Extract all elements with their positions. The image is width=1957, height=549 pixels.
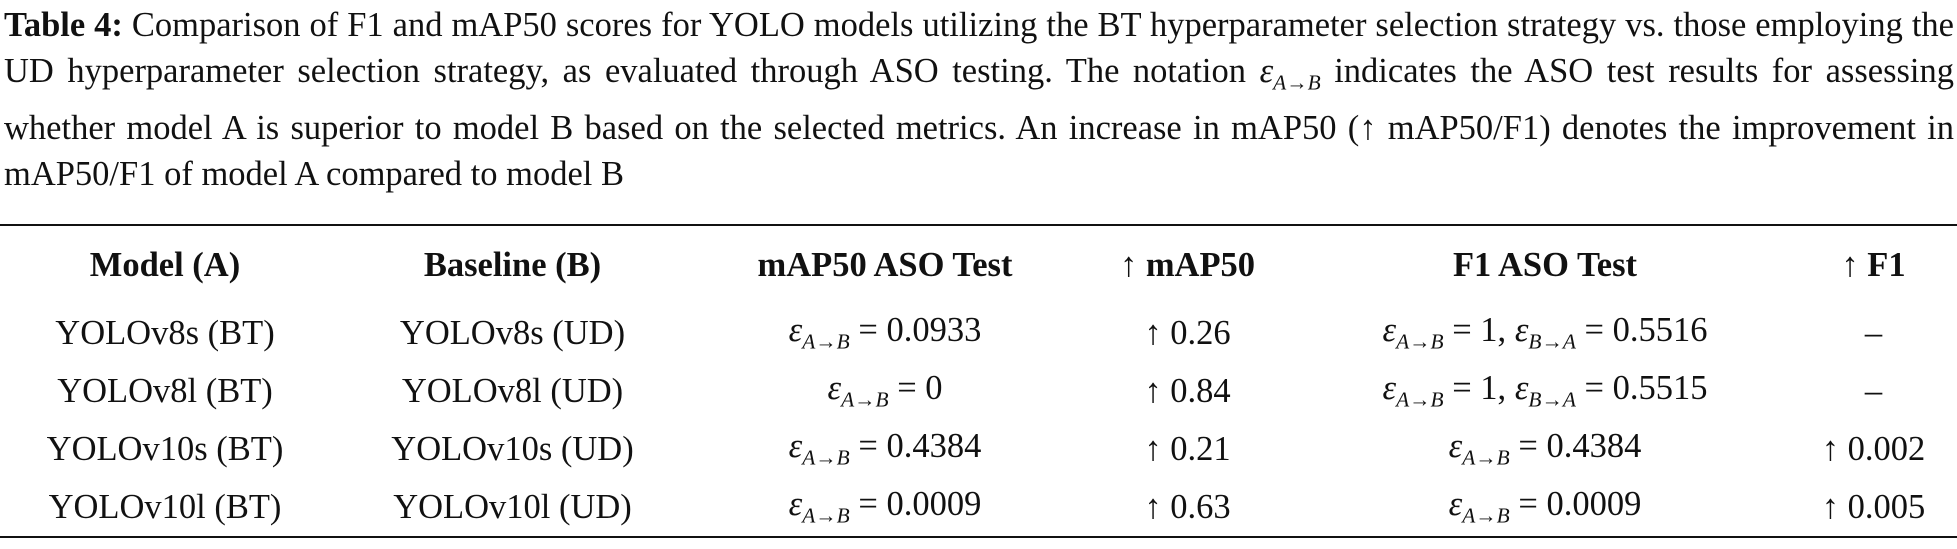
table-cell: YOLOv8s (UD) bbox=[330, 304, 695, 362]
math-symbol: ε bbox=[788, 311, 803, 350]
text: = 0.5515 bbox=[1575, 369, 1708, 408]
math-symbol: ε bbox=[827, 369, 842, 408]
header-cell: ↑ F1 bbox=[1841, 245, 1906, 284]
math-symbol: ε bbox=[1514, 369, 1529, 408]
text: YOLOv8l (BT) bbox=[57, 371, 273, 410]
math-symbol: ε bbox=[1382, 311, 1397, 350]
table-body: YOLOv8s (BT) YOLOv8s (UD) εA→B = 0.0933 ↑ 0… bbox=[0, 304, 1957, 537]
text: YOLOv8s (UD) bbox=[399, 313, 626, 352]
bold-text: Table 4: bbox=[4, 6, 123, 44]
text: = 0.0009 bbox=[849, 485, 982, 524]
math-symbol: ε bbox=[788, 427, 803, 466]
text: = 0.4384 bbox=[1509, 427, 1642, 466]
table-row: YOLOv10l (BT) YOLOv10l (UD) εA→B = 0.0009 ↑… bbox=[0, 478, 1957, 537]
subscript: A→B bbox=[1273, 70, 1321, 95]
text: ↑ 0.63 bbox=[1144, 487, 1231, 526]
table-row: YOLOv10s (BT) YOLOv10s (UD) εA→B = 0.4384 ↑… bbox=[0, 420, 1957, 478]
math-symbol: ε bbox=[1448, 427, 1463, 466]
text: = 1, bbox=[1443, 311, 1515, 350]
subscript: B→A bbox=[1528, 329, 1576, 354]
table-cell: YOLOv8l (UD) bbox=[330, 362, 695, 420]
caption: Table 4: Comparison of F1 and mAP50 scor… bbox=[4, 2, 1954, 197]
text: = 0.0009 bbox=[1509, 485, 1642, 524]
text: ↑ 0.84 bbox=[1144, 371, 1231, 410]
subscript: A→B bbox=[1462, 445, 1510, 470]
table-cell: YOLOv8l (BT) bbox=[0, 362, 330, 420]
text: YOLOv8s (BT) bbox=[55, 313, 275, 352]
table-row: YOLOv8s (BT) YOLOv8s (UD) εA→B = 0.0933 ↑ 0… bbox=[0, 304, 1957, 362]
table: Model (A) Baseline (B) mAP50 ASO Test ↑ mAP… bbox=[0, 224, 1957, 538]
table-cell: – bbox=[1790, 304, 1957, 362]
table-cell: ↑ 0.002 bbox=[1790, 420, 1957, 478]
header-cell: Baseline (B) bbox=[423, 245, 602, 284]
text: – bbox=[1864, 371, 1883, 410]
text: = 0.4384 bbox=[849, 427, 982, 466]
text: YOLOv10l (BT) bbox=[48, 487, 282, 526]
math-symbol: ε bbox=[1514, 311, 1529, 350]
text: – bbox=[1864, 313, 1883, 352]
subscript: A→B bbox=[802, 503, 850, 528]
header-cell: mAP50 ASO Test bbox=[757, 245, 1013, 284]
table-cell: ↑ 0.26 bbox=[1075, 304, 1300, 362]
table-cell: εA→B = 0.0009 bbox=[695, 478, 1075, 537]
subscript: A→B bbox=[1396, 387, 1444, 412]
table-cell: ↑ 0.63 bbox=[1075, 478, 1300, 537]
text: YOLOv10s (UD) bbox=[391, 429, 634, 468]
table-cell: YOLOv10s (UD) bbox=[330, 420, 695, 478]
subscript: A→B bbox=[802, 329, 850, 354]
text: Comparison of F1 and mAP50 scores for YO… bbox=[4, 6, 1954, 90]
subscript: A→B bbox=[841, 387, 889, 412]
math-symbol: ε bbox=[1382, 369, 1397, 408]
table-cell: YOLOv8s (BT) bbox=[0, 304, 330, 362]
text: ↑ 0.26 bbox=[1144, 313, 1231, 352]
subscript: A→B bbox=[802, 445, 850, 470]
table-cell: εA→B = 0.0933 bbox=[695, 304, 1075, 362]
table-cell: ↑ 0.84 bbox=[1075, 362, 1300, 420]
table-cell: εA→B = 0.0009 bbox=[1300, 478, 1790, 537]
header-cell: ↑ mAP50 bbox=[1119, 245, 1256, 284]
text: = 0.0933 bbox=[849, 311, 982, 350]
subscript: A→B bbox=[1462, 503, 1510, 528]
text: ↑ 0.21 bbox=[1144, 429, 1231, 468]
text: ↑ 0.005 bbox=[1821, 487, 1926, 526]
table-cell: YOLOv10l (BT) bbox=[0, 478, 330, 537]
table-cell: YOLOv10s (BT) bbox=[0, 420, 330, 478]
subscript: A→B bbox=[1396, 329, 1444, 354]
table-cell: εA→B = 1, εB→A = 0.5515 bbox=[1300, 362, 1790, 420]
text: YOLOv8l (UD) bbox=[401, 371, 624, 410]
header-row: Model (A) Baseline (B) mAP50 ASO Test ↑ mAP… bbox=[0, 225, 1957, 304]
text: = 0.5516 bbox=[1575, 311, 1708, 350]
text: ↑ 0.002 bbox=[1821, 429, 1926, 468]
header-cell: F1 ASO Test bbox=[1452, 245, 1638, 284]
text: indicates the ASO test results for asses… bbox=[4, 52, 1955, 194]
text: = 0 bbox=[888, 369, 943, 408]
math-symbol: ε bbox=[1448, 485, 1463, 524]
table-cell: ↑ 0.21 bbox=[1075, 420, 1300, 478]
table-cell: εA→B = 1, εB→A = 0.5516 bbox=[1300, 304, 1790, 362]
table-cell: εA→B = 0 bbox=[695, 362, 1075, 420]
header-cell: Model (A) bbox=[89, 245, 241, 284]
text: YOLOv10l (UD) bbox=[393, 487, 632, 526]
text: YOLOv10s (BT) bbox=[46, 429, 284, 468]
subscript: B→A bbox=[1528, 387, 1576, 412]
math-symbol: ε bbox=[1259, 52, 1274, 90]
math-symbol: ε bbox=[788, 485, 803, 524]
text: = 1, bbox=[1443, 369, 1515, 408]
table-cell: – bbox=[1790, 362, 1957, 420]
table-cell: YOLOv10l (UD) bbox=[330, 478, 695, 537]
table-cell: εA→B = 0.4384 bbox=[1300, 420, 1790, 478]
table-cell: εA→B = 0.4384 bbox=[695, 420, 1075, 478]
table-cell: ↑ 0.005 bbox=[1790, 478, 1957, 537]
table-row: YOLOv8l (BT) YOLOv8l (UD) εA→B = 0 ↑ 0.84 εA… bbox=[0, 362, 1957, 420]
